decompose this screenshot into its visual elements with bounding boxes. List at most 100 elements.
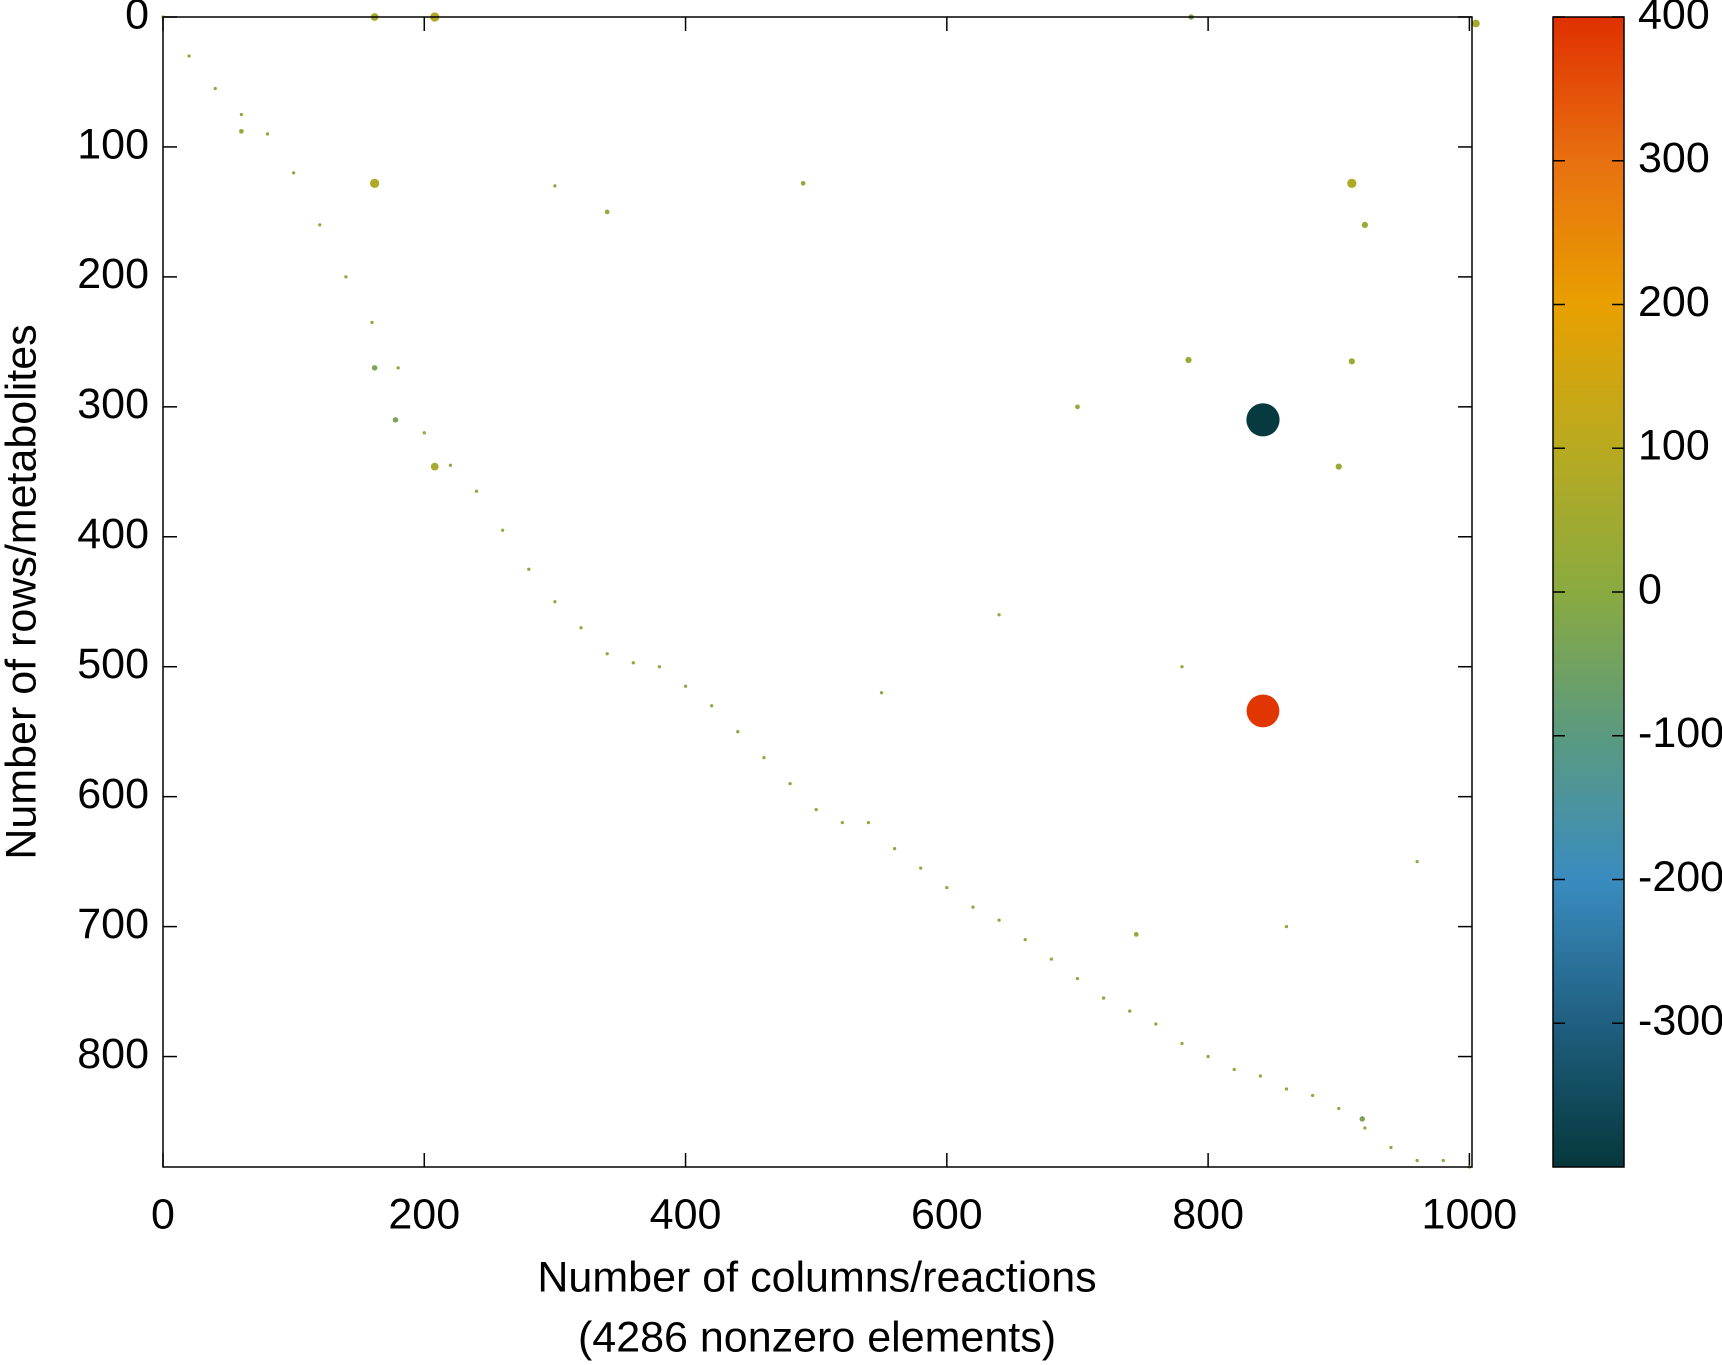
matrix-entry: [448, 463, 453, 467]
matrix-entry: [392, 417, 399, 423]
matrix-entry: [1232, 1067, 1236, 1072]
y-tick-label: 400: [77, 510, 149, 558]
matrix-entry: [1049, 957, 1053, 961]
matrix-entry: [369, 178, 380, 188]
x-tick-label: 1000: [1422, 1190, 1518, 1238]
colorbar-tick-label: 300: [1638, 134, 1710, 182]
matrix-entry: [683, 684, 688, 688]
matrix-entry: [370, 320, 374, 325]
matrix-entry: [1075, 976, 1080, 981]
x-tick-label: 600: [911, 1190, 983, 1238]
matrix-entry: [1310, 1093, 1315, 1098]
x-tick-label: 800: [1172, 1190, 1244, 1238]
x-axis-note: (4286 nonzero elements): [578, 1313, 1056, 1361]
matrix-entry: [814, 808, 818, 812]
matrix-entry: [1361, 221, 1368, 229]
matrix-entry: [997, 918, 1001, 922]
matrix-entry: [800, 180, 806, 186]
matrix-entry: [919, 866, 923, 870]
y-axis-label: Number of rows/metabolites: [0, 324, 45, 859]
colorbar-tick-label: 200: [1638, 278, 1710, 326]
matrix-entry: [762, 756, 766, 760]
colorbar-tick-label: 400: [1638, 0, 1710, 38]
x-tick-label: 200: [388, 1190, 460, 1238]
matrix-entry: [1359, 1116, 1366, 1122]
matrix-entry: [318, 223, 322, 227]
matrix-entry: [1389, 1145, 1393, 1150]
colorbar-tick-label: -300: [1638, 997, 1722, 1045]
matrix-entry: [1335, 463, 1342, 470]
y-tick-label: 800: [77, 1030, 149, 1078]
colorbar-tick-label: 100: [1638, 422, 1710, 470]
matrix-entry: [579, 626, 583, 630]
matrix-entry: [1415, 1158, 1419, 1163]
matrix-entry: [892, 847, 897, 851]
matrix-entry: [553, 184, 557, 188]
matrix-entry: [1472, 19, 1480, 28]
matrix-entry: [430, 462, 439, 471]
matrix-entry: [213, 86, 217, 91]
matrix-entry: [474, 489, 479, 493]
matrix-entry: [1363, 1126, 1367, 1130]
matrix-entry: [1415, 859, 1419, 864]
plot-frame: [162, 16, 1473, 1168]
matrix-entry: [396, 366, 400, 370]
x-tick-label: 0: [151, 1190, 175, 1238]
matrix-entry: [1185, 356, 1192, 364]
y-tick-label: 0: [125, 0, 149, 38]
matrix-entry: [997, 613, 1001, 617]
matrix-entry: [1246, 694, 1280, 728]
matrix-entry: [631, 661, 635, 665]
x-axis-label: Number of columns/reactions: [537, 1253, 1096, 1301]
matrix-entry: [187, 54, 191, 58]
matrix-entry: [1133, 932, 1139, 937]
colorbar-tick-label: 0: [1638, 565, 1662, 613]
matrix-entry: [501, 528, 505, 532]
matrix-entry: [879, 691, 884, 695]
matrix-entry: [1206, 1054, 1210, 1059]
matrix-entry: [527, 567, 531, 571]
matrix-entry: [1284, 924, 1289, 929]
matrix-entry: [1347, 178, 1357, 188]
matrix-entry: [1284, 1087, 1289, 1091]
colorbar-tick-label: -100: [1638, 709, 1722, 757]
colorbar-tick-label: -200: [1638, 853, 1722, 901]
matrix-entry: [604, 209, 610, 215]
matrix-entry: [265, 132, 270, 136]
matrix-entry: [971, 905, 975, 909]
matrix-entry: [344, 275, 348, 279]
matrix-entry: [1180, 1041, 1184, 1046]
matrix-entry: [239, 112, 244, 117]
y-tick-label: 300: [77, 380, 149, 428]
matrix-entry: [1337, 1106, 1341, 1111]
matrix-entry: [736, 730, 740, 734]
matrix-entry: [1441, 1158, 1445, 1163]
matrix-entry: [422, 431, 426, 435]
matrix-entry: [840, 821, 844, 825]
matrix-entry: [1154, 1022, 1158, 1026]
matrix-entry: [1246, 403, 1280, 437]
matrix-entry: [945, 885, 949, 890]
matrix-entry: [553, 600, 557, 604]
matrix-entry: [1258, 1074, 1263, 1078]
matrix-entry: [1075, 404, 1080, 410]
y-tick-label: 600: [77, 770, 149, 818]
matrix-entry: [1180, 665, 1184, 669]
matrix-entry: [1128, 1009, 1132, 1013]
matrix-entry: [292, 171, 296, 175]
matrix-entry: [371, 365, 378, 371]
y-tick-label: 100: [77, 120, 149, 168]
matrix-entry: [239, 128, 244, 134]
matrix-entry: [788, 782, 792, 786]
matrix-entry: [710, 704, 714, 708]
matrix-entry: [866, 821, 871, 825]
matrix-entry: [1348, 358, 1355, 365]
x-tick-label: 400: [650, 1190, 722, 1238]
matrix-entry: [657, 665, 662, 669]
matrix-entry: [1023, 937, 1027, 942]
y-tick-label: 200: [77, 250, 149, 298]
matrix-entry: [605, 652, 609, 656]
y-tick-label: 700: [77, 900, 149, 948]
matrix-entry: [1101, 996, 1106, 1000]
